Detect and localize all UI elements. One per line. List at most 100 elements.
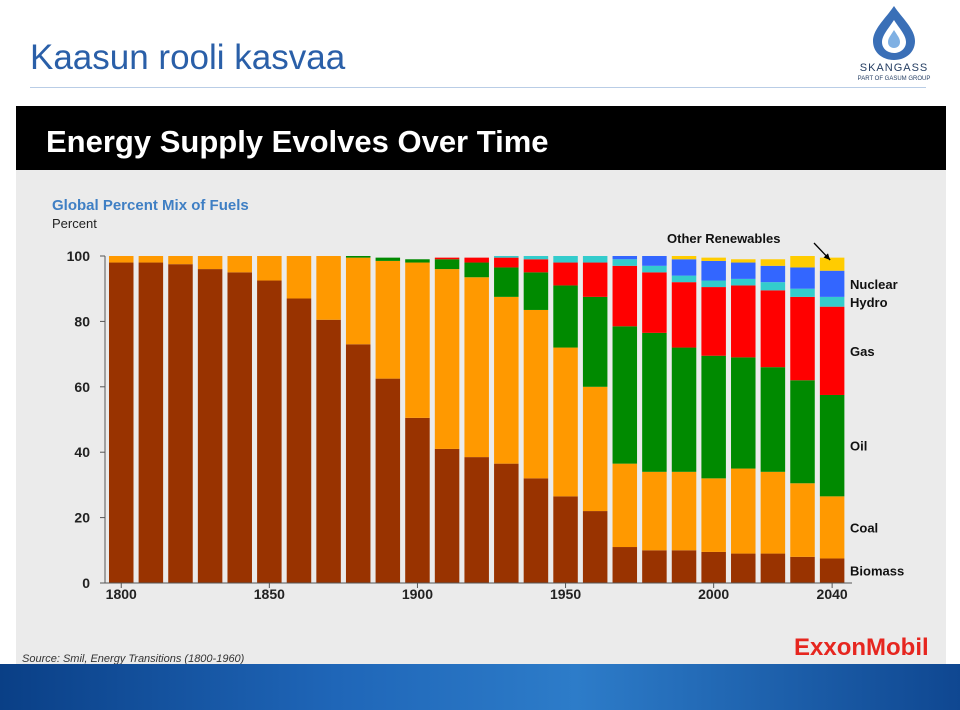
series-label-nuclear: Nuclear [850, 277, 898, 292]
bar-segment-coal-2040 [819, 496, 845, 559]
y-axis-label: Percent [52, 216, 97, 231]
bar-segment-biomass-1990 [671, 550, 697, 583]
bar-segment-gas-1980 [642, 272, 667, 333]
bar-segment-gas-1910 [434, 257, 460, 260]
bar-segment-gas-2000 [701, 287, 726, 356]
bars-group [109, 256, 845, 583]
bar-segment-other_renewables-2000 [701, 257, 726, 261]
skangass-logo: SKANGASS PART OF GASUM GROUP [856, 4, 932, 84]
bar-segment-biomass-1870 [316, 319, 341, 583]
series-label-gas: Gas [850, 344, 875, 359]
bar-segment-coal-1810 [138, 256, 164, 263]
bar-segment-gas-2030 [790, 296, 815, 381]
bar-segment-coal-1800 [109, 256, 134, 263]
bar-segment-coal-1970 [612, 463, 638, 548]
bar-segment-biomass-1860 [286, 298, 312, 583]
bar-segment-oil-1990 [671, 347, 697, 472]
bar-segment-coal-1870 [316, 256, 341, 320]
footer-band [0, 664, 960, 710]
bar-segment-oil-1930 [494, 267, 519, 297]
series-label-coal: Coal [850, 520, 878, 535]
bar-segment-hydro-1980 [642, 265, 667, 273]
bar-segment-biomass-1930 [494, 463, 519, 583]
bar-segment-gas-1930 [494, 257, 519, 268]
chart-panel: Energy Supply Evolves Over Time Global P… [16, 106, 946, 664]
bar-segment-coal-1930 [494, 296, 519, 464]
series-label-biomass: Biomass [850, 564, 904, 579]
bar-segment-nuclear-1970 [612, 256, 638, 260]
bar-segment-nuclear-2040 [819, 270, 845, 297]
bar-segment-oil-1920 [464, 262, 489, 278]
bar-segment-biomass-1830 [197, 269, 223, 583]
bar-segment-biomass-2000 [701, 551, 726, 583]
bar-segment-biomass-1910 [434, 448, 460, 583]
bar-segment-biomass-1970 [612, 547, 638, 583]
series-label-hydro: Hydro [850, 295, 888, 310]
bar-segment-oil-1880 [345, 256, 371, 258]
bar-segment-oil-2020 [760, 367, 786, 472]
bar-segment-coal-1850 [257, 256, 282, 281]
bar-segment-biomass-1810 [138, 262, 164, 583]
bar-segment-hydro-2030 [790, 288, 815, 297]
bar-segment-biomass-1980 [642, 550, 667, 583]
x-tick-label: 1850 [254, 586, 285, 602]
bar-segment-hydro-1930 [494, 256, 519, 258]
bar-segment-biomass-1920 [464, 457, 489, 583]
gas-drop-icon [873, 6, 915, 60]
bar-segment-nuclear-2020 [760, 265, 786, 283]
bar-segment-oil-1900 [405, 259, 430, 263]
bar-segment-biomass-1950 [553, 496, 578, 583]
bar-segment-oil-2010 [731, 357, 756, 469]
bar-segment-gas-2010 [731, 285, 756, 358]
bar-segment-nuclear-1980 [642, 256, 667, 266]
bar-segment-other_renewables-2010 [731, 259, 756, 263]
bar-segment-biomass-1940 [523, 478, 549, 583]
bar-segment-other_renewables-2030 [790, 256, 815, 268]
bar-segment-hydro-2010 [731, 278, 756, 286]
bar-segment-biomass-2010 [731, 553, 756, 583]
bar-segment-oil-2030 [790, 380, 815, 484]
chart-subtitle: Global Percent Mix of Fuels [52, 197, 249, 214]
bar-segment-coal-1940 [523, 309, 549, 479]
bar-segment-biomass-1850 [257, 280, 282, 583]
annotation-other-renewables: Other Renewables [667, 231, 780, 246]
bar-segment-biomass-2020 [760, 553, 786, 583]
bar-segment-coal-1900 [405, 262, 430, 418]
bar-segment-coal-1880 [345, 257, 371, 345]
bar-segment-biomass-2040 [819, 558, 845, 583]
bar-segment-coal-1860 [286, 256, 312, 299]
x-tick-label: 1950 [550, 586, 581, 602]
bar-segment-hydro-1990 [671, 275, 697, 283]
bar-segment-nuclear-1990 [671, 259, 697, 276]
bar-segment-nuclear-2000 [701, 260, 726, 281]
bar-segment-gas-1990 [671, 282, 697, 348]
bar-segment-coal-1840 [227, 256, 252, 273]
panel-header: Energy Supply Evolves Over Time [16, 106, 946, 170]
bar-segment-oil-1960 [582, 296, 608, 387]
bar-segment-gas-1920 [464, 257, 489, 263]
x-tick-label: 1800 [106, 586, 137, 602]
bar-segment-biomass-1960 [582, 511, 608, 583]
bar-segment-biomass-1840 [227, 272, 252, 583]
bar-segment-coal-1980 [642, 471, 667, 551]
bar-segment-oil-1910 [434, 259, 460, 270]
bar-segment-oil-1970 [612, 326, 638, 464]
x-tick-label: 1900 [402, 586, 433, 602]
bar-segment-oil-2000 [701, 355, 726, 479]
bar-segment-hydro-1950 [553, 256, 578, 263]
bar-segment-coal-1830 [197, 256, 223, 270]
bar-segment-nuclear-2010 [731, 262, 756, 279]
bar-segment-other_renewables-1990 [671, 256, 697, 260]
y-tick-label: 0 [82, 575, 90, 591]
bar-segment-coal-2010 [731, 468, 756, 554]
y-tick-label: 100 [67, 248, 91, 264]
bar-segment-biomass-1890 [375, 378, 401, 583]
bar-segment-coal-1990 [671, 471, 697, 551]
bar-segment-coal-2000 [701, 478, 726, 552]
series-label-oil: Oil [850, 439, 867, 454]
logo-name: SKANGASS [859, 62, 929, 74]
bar-segment-coal-1920 [464, 277, 489, 458]
bar-segment-biomass-1820 [168, 264, 193, 583]
y-tick-label: 60 [74, 379, 90, 395]
